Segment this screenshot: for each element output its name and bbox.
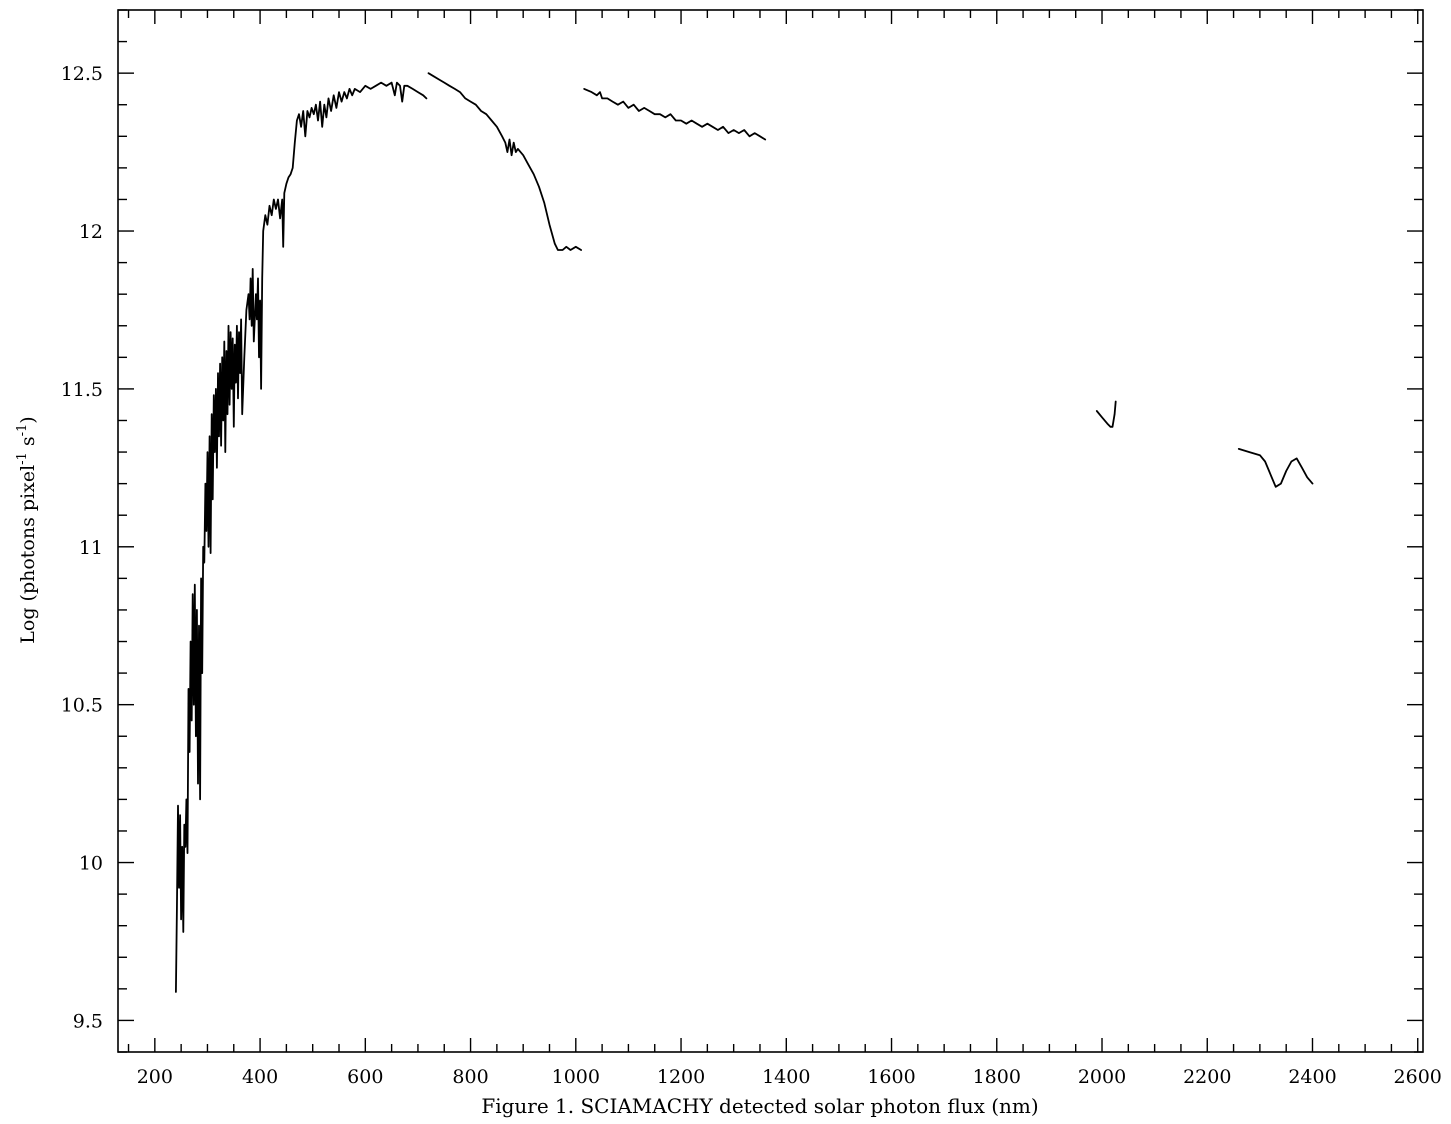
x-tick-label: 1200 — [657, 1066, 705, 1088]
y-axis-title: Log (photons pixel-1 s-1) — [15, 416, 39, 643]
y-axis-title-sup2: -1 — [15, 424, 30, 437]
x-tick-label: 800 — [452, 1066, 488, 1088]
y-axis-title-sup1: -1 — [15, 452, 30, 465]
y-tick-label: 11.5 — [61, 379, 103, 401]
y-axis-title-mid: s — [17, 436, 39, 452]
x-tick-label: 1000 — [552, 1066, 600, 1088]
plot-frame — [117, 9, 1424, 1053]
series-line-5 — [1237, 447, 1314, 488]
series-line-3 — [583, 88, 767, 141]
x-tick-label: 600 — [347, 1066, 383, 1088]
series-line-2 — [427, 72, 582, 251]
y-tick-label: 10 — [79, 853, 103, 875]
series-line-4 — [1095, 400, 1117, 428]
data-series — [174, 72, 1314, 993]
series-line-1 — [174, 81, 428, 993]
x-tick-label: 200 — [137, 1066, 173, 1088]
axis-ticks — [118, 9, 1423, 1053]
y-tick-label: 9.5 — [73, 1010, 103, 1032]
figure-caption: Figure 1. SCIAMACHY detected solar photo… — [481, 1094, 1038, 1118]
y-tick-label: 11 — [79, 537, 103, 559]
y-tick-labels: 9.5 10 10.5 11 11.5 12 12.5 — [61, 63, 103, 1032]
y-tick-label: 12 — [79, 221, 103, 243]
x-tick-label: 2200 — [1183, 1066, 1231, 1088]
y-tick-label: 12.5 — [61, 63, 103, 85]
x-tick-label: 2600 — [1394, 1066, 1442, 1088]
x-tick-label: 1400 — [762, 1066, 810, 1088]
x-tick-label: 2000 — [1078, 1066, 1126, 1088]
x-tick-label: 400 — [242, 1066, 278, 1088]
x-tick-label: 1600 — [867, 1066, 915, 1088]
y-axis-title-end: ) — [17, 416, 39, 423]
y-axis-title-main: Log (photons pixel — [17, 465, 39, 644]
x-tick-label: 1800 — [973, 1066, 1021, 1088]
y-tick-label: 10.5 — [61, 695, 103, 717]
x-tick-label: 2400 — [1288, 1066, 1336, 1088]
x-tick-labels: 200 400 600 800 1000 1200 1400 1600 1800 2000 2200… — [137, 1066, 1442, 1088]
